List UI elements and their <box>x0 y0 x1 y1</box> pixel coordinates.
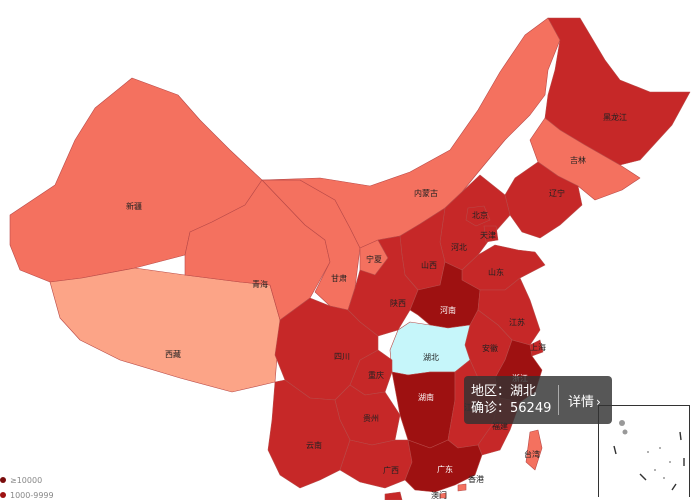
province-xizang[interactable] <box>49 267 281 393</box>
province-qinghai[interactable] <box>184 179 331 321</box>
legend-item-10000-plus[interactable]: ≥10000 <box>0 474 54 486</box>
tooltip-region-row: 地区：湖北 <box>471 383 551 400</box>
province-hainan[interactable] <box>384 491 403 500</box>
province-hubei[interactable] <box>389 321 471 376</box>
legend-item-1000-9999[interactable]: 1000-9999 <box>0 489 54 500</box>
tooltip-region-value: 湖北 <box>510 384 537 399</box>
map-legend: ≥10000 1000-9999 <box>0 474 54 500</box>
province-guangdong[interactable] <box>404 439 483 493</box>
province-tianjin[interactable] <box>483 225 499 243</box>
legend-swatch-10000-plus <box>0 477 6 483</box>
tooltip-confirmed-row: 确诊：56249 <box>471 400 551 417</box>
nine-dash-line <box>613 431 685 491</box>
tooltip-region-label: 地区： <box>471 384 511 399</box>
province-aomen[interactable] <box>439 492 447 499</box>
tooltip-text: 地区：湖北 确诊：56249 <box>471 383 551 417</box>
province-taiwan[interactable] <box>525 429 543 471</box>
region-tooltip: 地区：湖北 确诊：56249 详情 › <box>464 376 612 424</box>
south-china-sea-inset-frame <box>598 405 690 497</box>
province-jilin[interactable] <box>529 117 641 201</box>
province-beijing[interactable] <box>465 205 491 227</box>
tooltip-confirmed-label: 确诊： <box>471 401 511 416</box>
province-heilongjiang[interactable] <box>544 17 691 166</box>
tooltip-detail-label: 详情 <box>568 395 595 410</box>
province-guangxi[interactable] <box>339 439 413 489</box>
province-liaoning[interactable] <box>504 161 583 239</box>
legend-label-10000-plus: ≥10000 <box>10 475 43 485</box>
tooltip-confirmed-value: 56249 <box>510 401 552 416</box>
tooltip-divider <box>558 385 559 415</box>
chevron-right-icon: › <box>596 395 601 409</box>
legend-label-1000-9999: 1000-9999 <box>10 490 54 500</box>
south-china-sea-inset-islands <box>619 420 671 479</box>
tooltip-detail-link[interactable]: 详情 › <box>568 391 601 410</box>
province-xianggang[interactable] <box>457 483 467 492</box>
legend-swatch-1000-9999 <box>0 492 6 498</box>
province-hunan[interactable] <box>391 371 456 449</box>
